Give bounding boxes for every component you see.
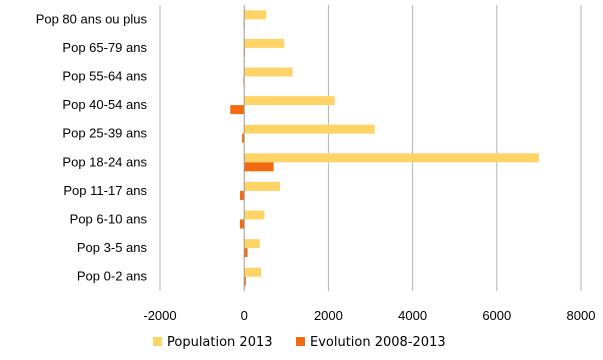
bar-evolution-2008-2013-6 [239, 190, 245, 200]
bar-evolution-2008-2013-4 [242, 133, 245, 143]
x-tick-label-1: 0 [241, 308, 248, 323]
bars [230, 10, 539, 286]
bar-population-2013-1 [244, 38, 285, 48]
category-label-8: Pop 3-5 ans [77, 240, 148, 255]
category-label-2: Pop 55-64 ans [62, 69, 147, 84]
bar-population-2013-8 [244, 239, 260, 249]
category-label-5: Pop 18-24 ans [62, 154, 147, 169]
legend-swatch-1 [296, 337, 305, 346]
bar-evolution-2008-2013-5 [244, 162, 274, 172]
legend-label-1: Evolution 2008-2013 [310, 335, 446, 350]
x-tick-label-2: 2000 [314, 308, 343, 323]
gridlines [159, 5, 582, 291]
legend: Population 2013 Evolution 2008-2013 [153, 335, 446, 350]
category-label-9: Pop 0-2 ans [77, 269, 148, 284]
bar-population-2013-3 [244, 96, 335, 106]
x-tick-label-3: 4000 [398, 308, 427, 323]
bar-population-2013-6 [244, 181, 280, 191]
bar-population-2013-0 [244, 10, 267, 20]
x-tick-label-4: 6000 [482, 308, 511, 323]
x-tick-label-0: -2000 [143, 308, 176, 323]
bar-evolution-2008-2013-3 [230, 105, 245, 115]
bar-population-2013-4 [244, 124, 375, 134]
x-tick-labels: -2000 0 2000 4000 6000 8000 [143, 308, 595, 323]
bar-population-2013-5 [244, 153, 539, 163]
category-label-0: Pop 80 ans ou plus [36, 11, 148, 26]
bar-evolution-2008-2013-9 [244, 276, 246, 286]
category-label-1: Pop 65-79 ans [62, 40, 147, 55]
legend-swatch-0 [153, 337, 162, 346]
category-label-4: Pop 25-39 ans [62, 126, 147, 141]
category-labels: Pop 80 ans ou plus Pop 65-79 ans Pop 55-64… [36, 11, 148, 283]
category-label-3: Pop 40-54 ans [62, 97, 147, 112]
bar-population-2013-2 [244, 67, 293, 77]
legend-label-0: Population 2013 [167, 335, 273, 350]
category-label-6: Pop 11-17 ans [63, 183, 147, 198]
bar-population-2013-7 [244, 210, 265, 220]
x-tick-label-5: 8000 [567, 308, 596, 323]
bar-population-2013-9 [244, 267, 262, 277]
category-label-7: Pop 6-10 ans [70, 212, 148, 227]
bar-evolution-2008-2013-8 [244, 248, 248, 258]
bar-evolution-2008-2013-7 [239, 219, 245, 229]
